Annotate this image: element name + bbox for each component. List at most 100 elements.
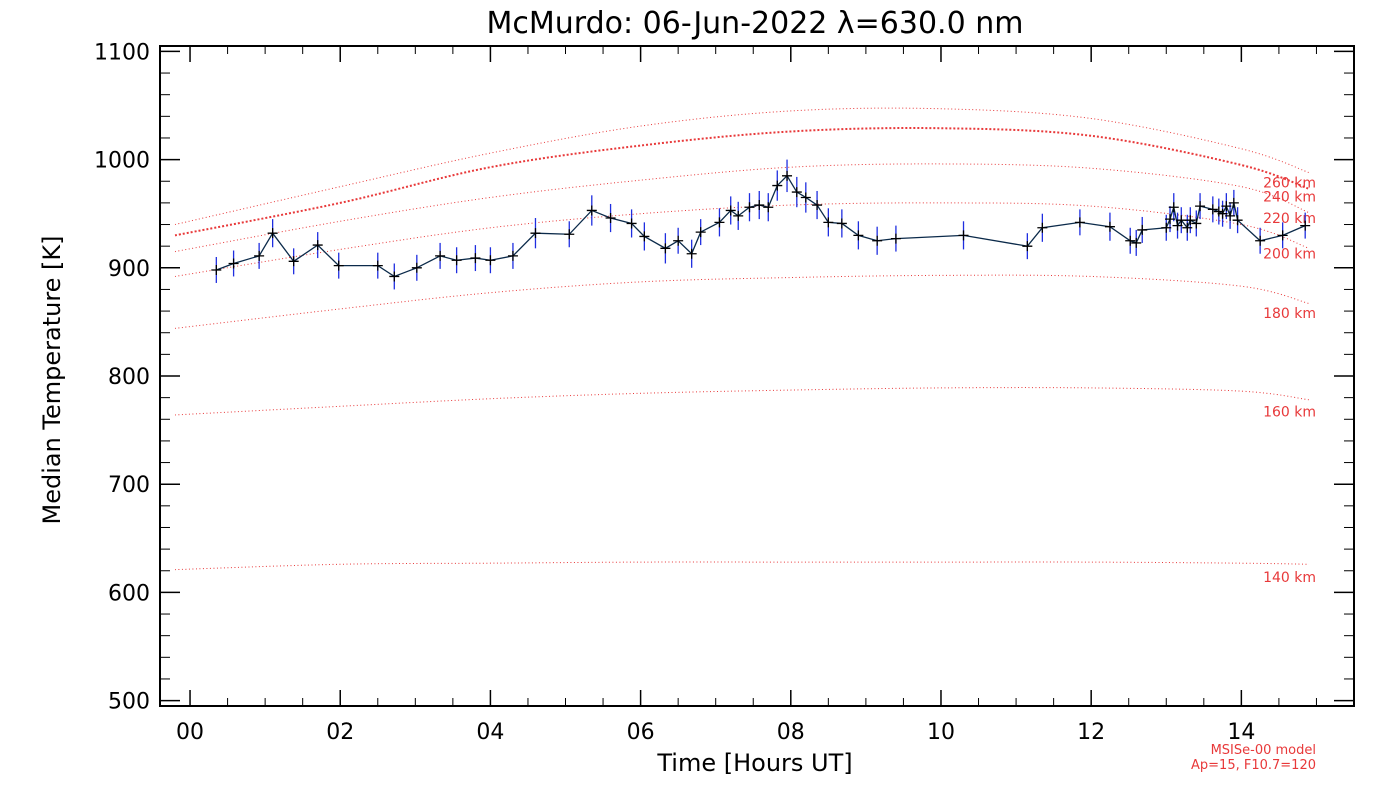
- data-point: [1037, 222, 1048, 233]
- data-point: [485, 255, 496, 266]
- data-point: [1168, 202, 1179, 213]
- x-tick-label: 14: [1227, 720, 1255, 745]
- data-point: [812, 200, 823, 211]
- data-point: [660, 243, 671, 254]
- data-point: [800, 192, 811, 203]
- model-curve-180-km: [174, 274, 1310, 329]
- data-point: [451, 255, 462, 266]
- model-curve-160-km: [174, 387, 1310, 416]
- x-tick-label: 12: [1077, 720, 1105, 745]
- data-point: [1022, 241, 1033, 252]
- data-point: [1074, 217, 1085, 228]
- data-point: [1225, 210, 1236, 221]
- model-label-180-km: 180 km: [1263, 306, 1316, 322]
- data-point: [1207, 204, 1218, 215]
- x-tick-label: 10: [927, 720, 955, 745]
- model-label-220-km: 220 km: [1263, 211, 1316, 227]
- data-point: [673, 235, 684, 246]
- data-series: [211, 159, 1311, 290]
- data-point: [725, 205, 736, 216]
- model-label-200-km: 200 km: [1263, 247, 1316, 263]
- data-point: [754, 200, 765, 211]
- model-label-240-km: 240 km: [1263, 189, 1316, 205]
- data-point: [836, 218, 847, 229]
- data-point: [507, 250, 518, 261]
- data-point: [228, 258, 239, 269]
- y-tick-label: 1000: [94, 149, 150, 174]
- axis-ticks: [160, 46, 1354, 706]
- data-point: [1221, 201, 1232, 212]
- data-point: [564, 229, 575, 240]
- data-point: [1232, 215, 1243, 226]
- model-credit-line-1: MSISe-00 model: [1211, 743, 1316, 758]
- data-point: [1191, 218, 1202, 229]
- model-label-160-km: 160 km: [1263, 405, 1316, 421]
- data-point: [1300, 220, 1311, 231]
- data-point: [714, 217, 725, 228]
- x-tick-label: 00: [176, 720, 204, 745]
- data-point: [267, 228, 278, 239]
- model-curves: [174, 107, 1310, 571]
- x-tick-label: 06: [627, 720, 655, 745]
- data-point: [890, 233, 901, 244]
- data-point: [958, 230, 969, 241]
- data-point: [1277, 230, 1288, 241]
- chart-title: McMurdo: 06-Jun-2022 λ=630.0 nm: [487, 6, 1024, 41]
- data-point: [372, 260, 383, 271]
- data-point: [1255, 235, 1266, 246]
- x-tick-labels: 00 02 04 06 08 10 12 14: [176, 720, 1255, 745]
- data-point: [605, 213, 616, 224]
- y-tick-label: 700: [108, 473, 150, 498]
- model-curve-labels: 140 km 160 km 180 km 200 km 220 km 240 km260 …: [1263, 175, 1316, 586]
- model-credit-line-2: Ap=15, F10.7=120: [1191, 758, 1316, 773]
- x-axis-title: Time [Hours UT]: [656, 749, 852, 777]
- y-tick-label: 600: [108, 581, 150, 606]
- data-point: [389, 271, 400, 282]
- model-curve-260-km: [174, 107, 1310, 226]
- data-point: [211, 264, 222, 275]
- x-tick-label: 08: [777, 720, 805, 745]
- data-point: [1176, 215, 1187, 226]
- model-label-260-km: 260 km: [1263, 175, 1316, 191]
- data-point: [872, 235, 883, 246]
- data-point: [254, 250, 265, 261]
- data-point: [791, 187, 802, 198]
- y-tick-label: 1100: [94, 40, 150, 65]
- data-point: [1195, 201, 1206, 212]
- data-point: [1172, 220, 1183, 231]
- x-tick-label: 02: [326, 720, 354, 745]
- data-point: [1104, 221, 1115, 232]
- data-point: [1137, 224, 1148, 235]
- data-point: [288, 256, 299, 267]
- data-point: [763, 202, 774, 213]
- data-point: [626, 218, 637, 229]
- plot-frame: [159, 45, 1355, 707]
- model-curve-200-km: [174, 202, 1310, 277]
- data-point: [1228, 197, 1239, 208]
- data-point: [530, 228, 541, 239]
- data-point: [333, 260, 344, 271]
- model-label-140-km: 140 km: [1263, 570, 1316, 586]
- data-point: [823, 217, 834, 228]
- data-point: [1161, 222, 1172, 233]
- data-point: [744, 202, 755, 213]
- data-point: [1182, 222, 1193, 233]
- data-point: [1165, 214, 1176, 225]
- data-point: [1217, 208, 1228, 219]
- y-tick-labels: 500 600 700 800 900 1000 1100: [94, 40, 150, 714]
- data-point: [782, 170, 793, 181]
- y-tick-label: 800: [108, 365, 150, 390]
- y-tick-label: 500: [108, 690, 150, 715]
- data-point: [853, 230, 864, 241]
- data-point: [639, 231, 650, 242]
- data-point: [411, 262, 422, 273]
- x-tick-label: 04: [476, 720, 504, 745]
- model-curve-140-km: [175, 561, 1309, 571]
- data-point: [695, 227, 706, 238]
- y-tick-label: 900: [108, 257, 150, 282]
- data-point: [1131, 237, 1142, 248]
- data-point: [1125, 235, 1136, 246]
- data-point: [470, 253, 481, 264]
- data-point: [312, 240, 323, 251]
